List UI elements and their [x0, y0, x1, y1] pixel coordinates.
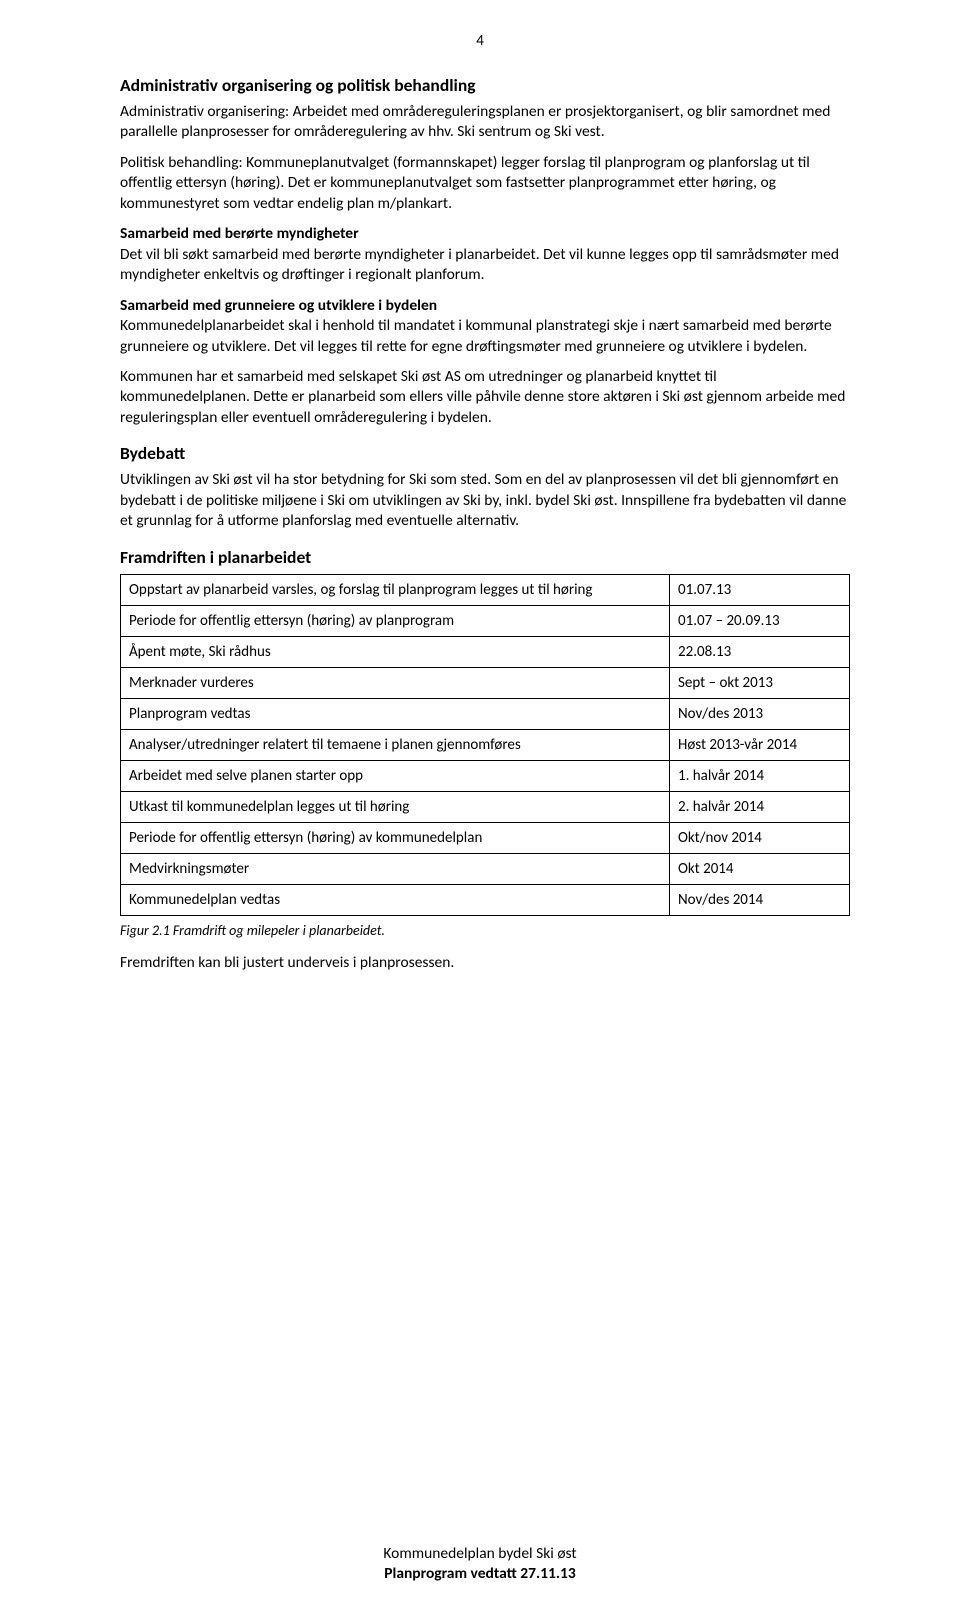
para-bydebatt: Utviklingen av Ski øst vil ha stor betyd…: [120, 470, 850, 531]
table-cell-date: 2. halvår 2014: [670, 791, 850, 822]
table-cell-date: Okt/nov 2014: [670, 822, 850, 853]
table-row: Planprogram vedtasNov/des 2013: [121, 698, 850, 729]
table-cell-date: 22.08.13: [670, 636, 850, 667]
para-samarbeid-mynd-text: Det vil bli søkt samarbeid med berørte m…: [120, 245, 839, 284]
page-footer: Kommunedelplan bydel Ski øst Planprogram…: [0, 1544, 960, 1584]
table-cell-date: 1. halvår 2014: [670, 760, 850, 791]
para-samarbeid-grunneiere: Samarbeid med grunneiere og utviklere i …: [120, 296, 850, 357]
table-cell-activity: Åpent møte, Ski rådhus: [121, 636, 670, 667]
heading-bydebatt: Bydebatt: [120, 442, 850, 464]
heading-admin-org: Administrativ organisering og politisk b…: [120, 74, 850, 96]
table-cell-date: 01.07.13: [670, 574, 850, 605]
para-samarbeid-grunn-text: Kommunedelplanarbeidet skal i henhold ti…: [120, 316, 832, 355]
table-cell-activity: Kommunedelplan vedtas: [121, 884, 670, 915]
para-samarbeid-myndigheter: Samarbeid med berørte myndigheter Det vi…: [120, 224, 850, 285]
table-cell-date: Nov/des 2013: [670, 698, 850, 729]
para-fremdrift-justert: Fremdriften kan bli justert underveis i …: [120, 953, 850, 973]
table-row: MedvirkningsmøterOkt 2014: [121, 853, 850, 884]
table-cell-activity: Periode for offentlig ettersyn (høring) …: [121, 605, 670, 636]
table-row: Merknader vurderesSept – okt 2013: [121, 667, 850, 698]
table-cell-activity: Merknader vurderes: [121, 667, 670, 698]
table-row: Oppstart av planarbeid varsles, og forsl…: [121, 574, 850, 605]
table-cell-date: Nov/des 2014: [670, 884, 850, 915]
schedule-table: Oppstart av planarbeid varsles, og forsl…: [120, 574, 850, 916]
table-row: Periode for offentlig ettersyn (høring) …: [121, 822, 850, 853]
para-admin-org: Administrativ organisering: Arbeidet med…: [120, 102, 850, 143]
footer-line1: Kommunedelplan bydel Ski øst: [383, 1544, 576, 1563]
runhead-samarbeid-mynd: Samarbeid med berørte myndigheter: [120, 224, 359, 243]
table-row: Analyser/utredninger relatert til temaen…: [121, 729, 850, 760]
table-cell-date: 01.07 – 20.09.13: [670, 605, 850, 636]
para-kommune-samarbeid: Kommunen har et samarbeid med selskapet …: [120, 367, 850, 428]
table-cell-activity: Periode for offentlig ettersyn (høring) …: [121, 822, 670, 853]
table-row: Åpent møte, Ski rådhus22.08.13: [121, 636, 850, 667]
table-row: Utkast til kommunedelplan legges ut til …: [121, 791, 850, 822]
table-cell-activity: Medvirkningsmøter: [121, 853, 670, 884]
table-caption: Figur 2.1 Framdrift og milepeler i plana…: [120, 922, 850, 939]
table-cell-date: Okt 2014: [670, 853, 850, 884]
table-cell-activity: Utkast til kommunedelplan legges ut til …: [121, 791, 670, 822]
heading-framdriften: Framdriften i planarbeidet: [120, 546, 850, 568]
footer-line2: Planprogram vedtatt 27.11.13: [384, 1564, 575, 1583]
table-cell-activity: Analyser/utredninger relatert til temaen…: [121, 729, 670, 760]
para-politisk: Politisk behandling: Kommuneplanutvalget…: [120, 153, 850, 214]
page-number: 4: [0, 32, 960, 50]
table-cell-date: Sept – okt 2013: [670, 667, 850, 698]
table-row: Periode for offentlig ettersyn (høring) …: [121, 605, 850, 636]
table-cell-activity: Oppstart av planarbeid varsles, og forsl…: [121, 574, 670, 605]
table-row: Arbeidet med selve planen starter opp1. …: [121, 760, 850, 791]
table-cell-date: Høst 2013-vår 2014: [670, 729, 850, 760]
table-row: Kommunedelplan vedtasNov/des 2014: [121, 884, 850, 915]
table-cell-activity: Arbeidet med selve planen starter opp: [121, 760, 670, 791]
runhead-samarbeid-grunn: Samarbeid med grunneiere og utviklere i …: [120, 296, 437, 315]
table-cell-activity: Planprogram vedtas: [121, 698, 670, 729]
